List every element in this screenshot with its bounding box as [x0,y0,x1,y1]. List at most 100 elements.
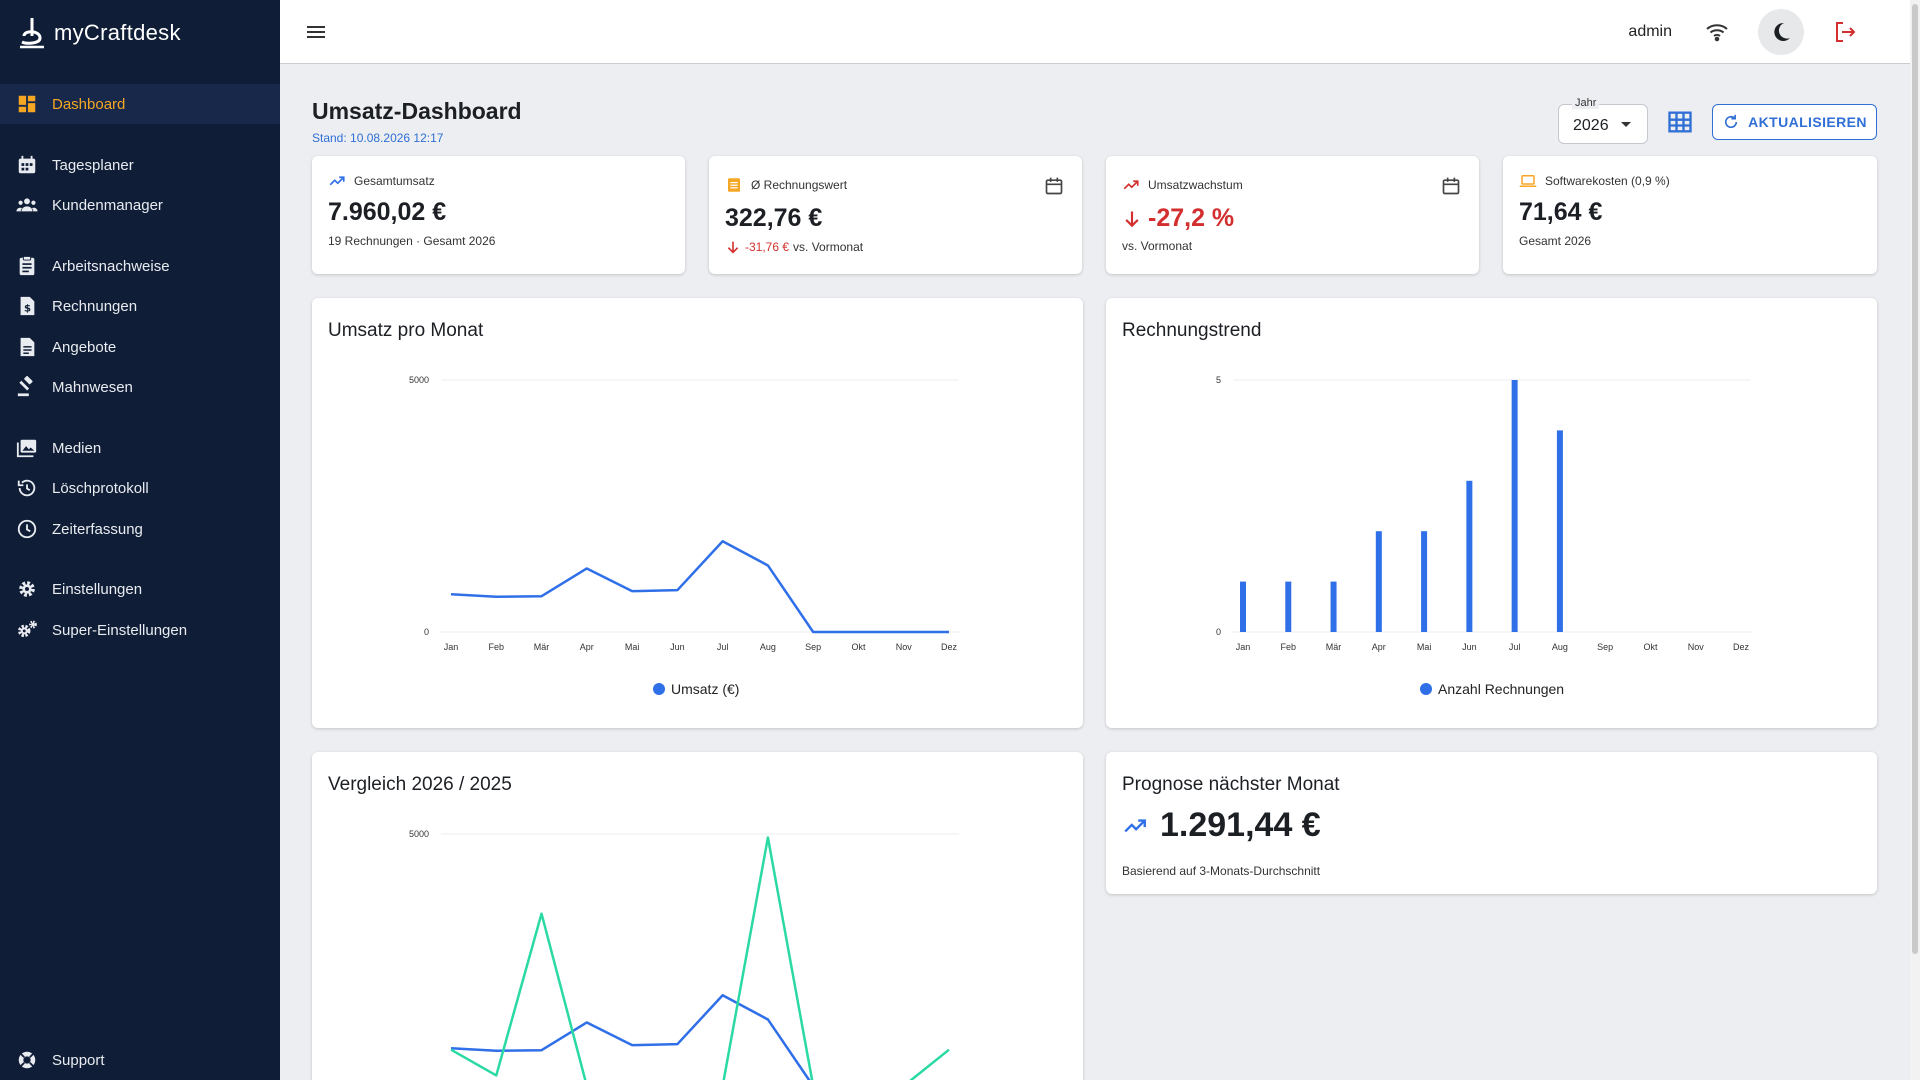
x-tick-label: Mai [1417,642,1432,652]
sidebar-item-label: Rechnungen [52,297,138,315]
sidebar-item-loeschprotokoll[interactable]: Löschprotokoll [0,468,280,508]
sidebar-item-medien[interactable]: Medien [0,428,280,468]
y-tick-label: 5000 [409,829,429,839]
history-icon [16,477,38,499]
y-tick-label: 5000 [409,375,429,385]
kpi-label: Softwarekosten (0,9 %) [1545,174,1670,188]
sidebar-item-label: Tagesplaner [52,156,134,174]
page-scrollbar[interactable] [1910,0,1920,1080]
year-label: Jahr [1572,97,1600,109]
x-tick-label: Mär [1326,642,1342,652]
refresh-label: AKTUALISIEREN [1748,114,1867,130]
kpi-label: Gesamtumsatz [354,174,435,188]
comparison-chart-card: Vergleich 2026 / 2025 5000 [312,752,1083,1080]
x-tick-label: Jan [1236,642,1251,652]
app-logo[interactable]: myCraftdesk [18,16,181,50]
gears-icon [16,619,38,641]
year-select[interactable]: 2026 [1558,104,1648,144]
x-tick-label: Nov [1688,642,1705,652]
kpi-card-average: Ø Rechnungswert 322,76 € -31,76 € vs. Vo… [709,156,1082,274]
card-title: Rechnungstrend [1122,320,1262,341]
x-tick-label: Aug [1552,642,1568,652]
invoice-icon: $ [16,295,38,317]
kpi-card-growth: Umsatzwachstum -27,2 % vs. Vormonat [1106,156,1479,274]
x-tick-label: Sep [805,642,821,652]
kpi-foot-row: -31,76 € vs. Vormonat [725,239,863,255]
theme-toggle-button[interactable] [1758,9,1804,55]
sidebar-item-label: Super-Einstellungen [52,621,188,639]
forecast-value: 1.291,44 € [1160,806,1321,844]
x-tick-label: Jul [717,642,729,652]
menu-icon[interactable] [304,20,328,44]
sidebar-item-angebote[interactable]: Angebote [0,327,280,367]
legend-label: Anzahl Rechnungen [1438,681,1565,697]
chart-legend[interactable]: Umsatz (€) [653,681,739,697]
arrow-down-icon [727,241,739,254]
x-tick-label: Aug [760,642,776,652]
x-tick-label: Okt [1643,642,1658,652]
x-tick-label: Nov [896,642,913,652]
x-tick-label: Dez [941,642,958,652]
sidebar-item-super-einstellungen[interactable]: Super-Einstellungen [0,610,280,650]
sidebar-item-support[interactable]: Support [0,1040,280,1080]
wifi-status-button[interactable] [1694,9,1740,55]
kpi-value: 322,76 € [725,204,823,232]
bar [1421,531,1428,632]
username[interactable]: admin [1628,23,1672,40]
sidebar-item-dashboard[interactable]: Dashboard [0,84,280,124]
sidebar-item-label: Arbeitsnachweise [52,257,170,275]
trending-up-icon [1124,818,1146,832]
scrollbar-thumb[interactable] [1912,4,1918,954]
refresh-button[interactable]: AKTUALISIEREN [1712,104,1877,140]
sidebar-item-einstellungen[interactable]: Einstellungen [0,569,280,609]
sidebar-item-arbeitsnachweise[interactable]: Arbeitsnachweise [0,246,280,286]
bar [1466,480,1473,632]
kpi-delta: -31,76 € [745,240,790,254]
page-title: Umsatz-Dashboard [312,98,522,124]
sidebar-item-tagesplaner[interactable]: Tagesplaner [0,145,280,185]
sidebar-item-rechnungen[interactable]: $ Rechnungen [0,286,280,326]
kpi-value: 7.960,02 € [328,198,447,226]
sidebar-item-mahnwesen[interactable]: Mahnwesen [0,367,280,407]
sidebar-item-label: Angebote [52,338,117,356]
dashboard-icon [16,93,38,115]
x-tick-label: Jan [444,642,459,652]
kpi-foot: vs. Vormonat [793,240,864,254]
sidebar-item-label: Löschprotokoll [52,479,149,497]
series-line [450,836,950,1080]
calendar-icon[interactable] [1441,176,1461,196]
legend-label: Umsatz (€) [671,681,740,697]
logout-button[interactable] [1822,9,1868,55]
topbar: admin [280,0,1910,64]
kpi-value: -27,2 % [1148,204,1235,232]
svg-text:$: $ [24,304,31,315]
sidebar-item-label: Kundenmanager [52,196,163,214]
sidebar-item-label: Zeiterfassung [52,520,143,538]
gear-icon [16,578,38,600]
kpi-value-row: -27,2 % [1122,204,1234,233]
x-tick-label: Feb [1281,642,1297,652]
sidebar-item-zeiterfassung[interactable]: Zeiterfassung [0,509,280,549]
x-tick-label: Jun [670,642,685,652]
table-view-icon[interactable] [1666,108,1694,136]
legend-dot [1420,683,1432,695]
sidebar-item-label: Einstellungen [52,580,143,598]
bar [1330,581,1337,632]
sidebar-item-label: Mahnwesen [52,378,133,396]
caret-down-icon [1621,122,1631,127]
x-tick-label: Mär [534,642,550,652]
logout-icon [1836,22,1856,42]
calendar-icon[interactable] [1044,176,1064,196]
revenue-line-chart: 0 5000 Jan Feb Mär Apr Mai Jun Jul Aug Sep Okt Nov De… [409,375,959,652]
bar [1556,430,1563,632]
sidebar-item-kundenmanager[interactable]: Kundenmanager [0,185,280,225]
calendar-grid-icon [16,154,38,176]
clipboard-icon [16,255,38,277]
x-tick-label: Jun [1462,642,1477,652]
y-tick-label: 0 [1216,627,1221,637]
x-tick-label: Jul [1509,642,1521,652]
moon-icon [1774,22,1790,41]
laptop-icon [1519,175,1537,187]
chart-legend[interactable]: Anzahl Rechnungen [1420,681,1564,697]
x-tick-label: Feb [489,642,505,652]
